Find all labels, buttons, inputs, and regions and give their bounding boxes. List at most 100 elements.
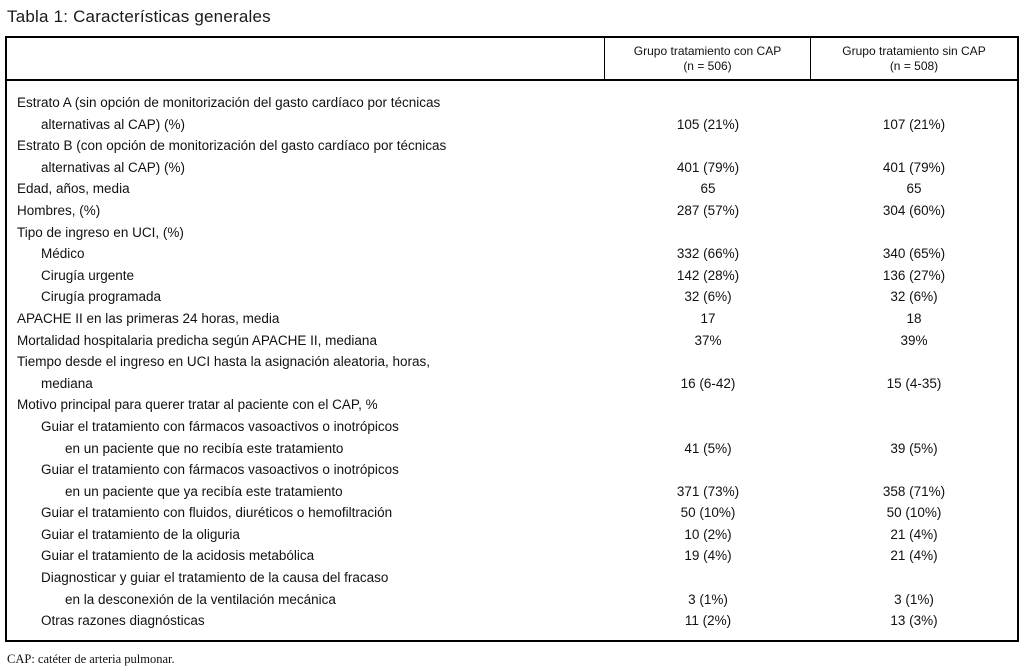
- row-value-con-cap: [605, 351, 811, 373]
- row-value-con-cap: [605, 92, 811, 114]
- table-row: Hombres, (%) 287 (57%) 304 (60%): [7, 200, 1017, 222]
- table-row: Médico 332 (66%) 340 (65%): [7, 243, 1017, 265]
- table-row: en un paciente que ya recibía este trata…: [7, 481, 1017, 503]
- row-value-con-cap: 16 (6-42): [680, 375, 736, 391]
- row-value-con-cap: [605, 459, 811, 481]
- row-value-sin-cap: [811, 135, 1017, 157]
- column-header-con-cap-name: Grupo tratamiento con CAP: [633, 44, 782, 58]
- row-value-sin-cap: 18: [906, 310, 922, 326]
- row-value-con-cap: 332 (66%): [676, 246, 740, 262]
- row-label: Guiar el tratamiento con fármacos vasoac…: [41, 418, 399, 434]
- row-label: Motivo principal para querer tratar al p…: [17, 397, 378, 413]
- row-value-con-cap: 65: [700, 181, 716, 197]
- header-stub-cell: [7, 38, 605, 79]
- row-value-con-cap: 19 (4%): [684, 548, 732, 564]
- row-value-con-cap: [605, 394, 811, 416]
- table-row: en un paciente que no recibía este trata…: [7, 438, 1017, 460]
- row-value-con-cap: 287 (57%): [676, 202, 740, 218]
- row-value-con-cap: 11 (2%): [684, 613, 732, 629]
- row-value-sin-cap: 136 (27%): [882, 267, 946, 283]
- row-value-sin-cap: 32 (6%): [890, 289, 938, 305]
- row-value-sin-cap: [811, 459, 1017, 481]
- row-value-con-cap: 37%: [694, 332, 722, 348]
- row-label: APACHE II en las primeras 24 horas, medi…: [17, 310, 280, 326]
- row-value-con-cap: 3 (1%): [688, 591, 728, 607]
- table-row: Cirugía urgente 142 (28%) 136 (27%): [7, 265, 1017, 287]
- row-value-sin-cap: 107 (21%): [882, 116, 946, 132]
- row-value-sin-cap: 3 (1%): [894, 591, 934, 607]
- row-label: Tipo de ingreso en UCI, (%): [17, 224, 184, 240]
- table-row: Cirugía programada 32 (6%) 32 (6%): [7, 286, 1017, 308]
- row-label: Guiar el tratamiento de la oliguria: [41, 526, 240, 542]
- row-value-sin-cap: 15 (4-35): [886, 375, 942, 391]
- row-value-con-cap: [605, 567, 811, 589]
- row-label: Estrato A (sin opción de monitorización …: [17, 95, 441, 110]
- row-label: Diagnosticar y guiar el tratamiento de l…: [41, 570, 389, 586]
- row-value-con-cap: 401 (79%): [676, 159, 740, 175]
- row-value-sin-cap: [811, 567, 1017, 589]
- table-row: Tipo de ingreso en UCI, (%): [7, 222, 1017, 244]
- table-row: alternativas al CAP) (%) 105 (21%) 107 (21…: [7, 114, 1017, 136]
- table-row: Guiar el tratamiento de la oliguria 10 (2…: [7, 524, 1017, 546]
- row-value-sin-cap: 13 (3%): [890, 613, 938, 629]
- row-value-con-cap: 371 (73%): [676, 483, 740, 499]
- row-value-sin-cap: 21 (4%): [890, 526, 938, 542]
- row-value-con-cap: [605, 222, 811, 244]
- row-value-con-cap: [605, 135, 811, 157]
- table-row: Estrato A (sin opción de monitorización …: [7, 92, 1017, 114]
- row-value-con-cap: 105 (21%): [676, 116, 740, 132]
- table-row: APACHE II en las primeras 24 horas, medi…: [7, 308, 1017, 330]
- row-value-con-cap: 10 (2%): [684, 526, 732, 542]
- row-label: alternativas al CAP) (%): [41, 116, 186, 132]
- table-row: Guiar el tratamiento con fármacos vasoac…: [7, 416, 1017, 438]
- row-value-sin-cap: [811, 92, 1017, 114]
- table-row: Diagnosticar y guiar el tratamiento de l…: [7, 567, 1017, 589]
- row-value-sin-cap: 39%: [900, 332, 928, 348]
- table-row: Tiempo desde el ingreso en UCI hasta la …: [7, 351, 1017, 373]
- row-value-sin-cap: 21 (4%): [890, 548, 938, 564]
- column-header-con-cap: Grupo tratamiento con CAP (n = 506): [605, 38, 811, 79]
- row-label: Hombres, (%): [17, 202, 101, 218]
- row-value-sin-cap: [811, 394, 1017, 416]
- row-value-sin-cap: 50 (10%): [886, 505, 942, 521]
- row-value-sin-cap: [811, 416, 1017, 438]
- row-value-sin-cap: 39 (5%): [890, 440, 938, 456]
- row-label: Guiar el tratamiento de la acidosis meta…: [41, 548, 315, 564]
- table-row: Mortalidad hospitalaria predicha según A…: [7, 330, 1017, 352]
- row-label: Estrato B (con opción de monitorización …: [17, 138, 447, 154]
- row-label: Edad, años, media: [17, 181, 130, 197]
- row-value-con-cap: [605, 416, 811, 438]
- table-row: alternativas al CAP) (%) 401 (79%) 401 (79…: [7, 157, 1017, 179]
- row-value-sin-cap: 340 (65%): [882, 246, 946, 262]
- table-row: en la desconexión de la ventilación mecá…: [7, 589, 1017, 611]
- row-label: alternativas al CAP) (%): [41, 159, 186, 175]
- characteristics-table: Grupo tratamiento con CAP (n = 506) Grup…: [5, 36, 1019, 642]
- row-label: Tiempo desde el ingreso en UCI hasta la …: [17, 354, 430, 370]
- column-header-sin-cap: Grupo tratamiento sin CAP (n = 508): [811, 38, 1017, 79]
- row-label: en la desconexión de la ventilación mecá…: [65, 591, 336, 607]
- table-row: Otras razones diagnósticas 11 (2%) 13 (3%): [7, 610, 1017, 632]
- row-value-sin-cap: 358 (71%): [882, 483, 946, 499]
- row-value-con-cap: 41 (5%): [684, 440, 732, 456]
- table-row: Guiar el tratamiento con fármacos vasoac…: [7, 459, 1017, 481]
- page-title: Tabla 1: Características generales: [7, 7, 271, 26]
- row-label: Guiar el tratamiento con fármacos vasoac…: [41, 462, 399, 478]
- row-label: Médico: [41, 246, 85, 262]
- row-label: en un paciente que no recibía este trata…: [65, 440, 344, 456]
- table-row: Estrato B (con opción de monitorización …: [7, 135, 1017, 157]
- table-row: Edad, años, media 65 65: [7, 178, 1017, 200]
- row-label: Otras razones diagnósticas: [41, 613, 205, 629]
- row-value-sin-cap: 401 (79%): [882, 159, 946, 175]
- column-header-sin-cap-n: (n = 508): [889, 59, 939, 73]
- table-row: Motivo principal para querer tratar al p…: [7, 394, 1017, 416]
- row-value-con-cap: 50 (10%): [680, 505, 736, 521]
- table-footnote: CAP: catéter de arteria pulmonar.: [7, 651, 175, 666]
- row-label: Guiar el tratamiento con fluidos, diurét…: [41, 505, 393, 521]
- row-value-sin-cap: 65: [906, 181, 922, 197]
- table-row: mediana 16 (6-42) 15 (4-35): [7, 373, 1017, 395]
- row-value-sin-cap: [811, 351, 1017, 373]
- row-value-sin-cap: 304 (60%): [882, 202, 946, 218]
- row-value-con-cap: 32 (6%): [684, 289, 732, 305]
- row-label: Cirugía urgente: [41, 267, 135, 283]
- table-header: Grupo tratamiento con CAP (n = 506) Grup…: [7, 38, 1017, 81]
